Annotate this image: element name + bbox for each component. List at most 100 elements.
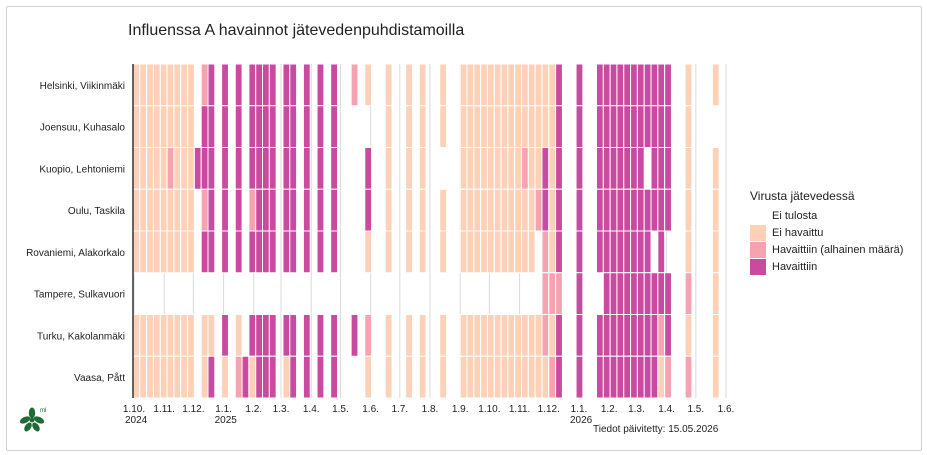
heatmap-cell	[650, 105, 659, 148]
heatmap-cell	[180, 147, 189, 190]
heatmap-cell	[234, 314, 243, 357]
heatmap-cell	[384, 230, 393, 274]
heatmap-cell	[507, 188, 516, 232]
heatmap-cell	[636, 63, 645, 107]
heatmap-cell	[282, 230, 291, 274]
heatmap-cell	[514, 105, 523, 148]
heatmap-cell	[364, 314, 373, 357]
heatmap-cell	[514, 188, 523, 232]
heatmap-cell	[330, 188, 338, 232]
x-tick-label: 1.4.	[303, 404, 320, 415]
heatmap-cell	[316, 147, 325, 190]
heatmap-cell	[609, 188, 618, 232]
x-tick-label: 1.11.	[153, 404, 175, 415]
heatmap-cell	[596, 147, 604, 190]
heatmap-cell	[616, 355, 625, 399]
heatmap-cell	[534, 355, 543, 399]
heatmap-cell	[159, 314, 168, 357]
x-tick-label: 1.5.	[687, 404, 704, 415]
legend-item-not-detected: Ei havaittu	[750, 224, 903, 241]
heatmap-cell	[173, 314, 182, 357]
heatmap-cell	[473, 230, 482, 274]
heatmap-cell	[255, 147, 264, 190]
heatmap-cell	[207, 188, 216, 232]
heatmap-cell	[405, 147, 413, 190]
heatmap-cell	[364, 147, 373, 190]
heatmap-cell	[459, 230, 468, 274]
heatmap-cell	[466, 188, 475, 232]
heatmap-cell	[221, 314, 229, 357]
heatmap-cell	[466, 63, 475, 107]
heatmap-cell	[623, 272, 632, 315]
heatmap-cell	[234, 63, 243, 107]
heatmap-cell	[480, 105, 488, 148]
heatmap-cell	[187, 355, 195, 399]
heatmap-cell	[609, 355, 618, 399]
heatmap-cell	[200, 355, 209, 399]
heatmap-cell	[364, 63, 373, 107]
x-tick-label: 1.2.	[601, 404, 618, 415]
heatmap-cell	[521, 355, 529, 399]
heatmap-cell	[241, 355, 250, 399]
heatmap-cell	[146, 314, 154, 357]
heatmap-cell	[159, 188, 168, 232]
heatmap-cell	[643, 230, 652, 274]
heatmap-cell	[486, 355, 495, 399]
heatmap-cell	[180, 230, 189, 274]
heatmap-cell	[514, 63, 523, 107]
heatmap-cell	[609, 63, 618, 107]
row-label: Oulu, Taskila	[68, 206, 126, 217]
heatmap-cell	[200, 147, 209, 190]
heatmap-cell	[541, 105, 550, 148]
heatmap-cell	[146, 355, 154, 399]
heatmap-cell	[166, 105, 175, 148]
x-tick-label: 1.2.	[245, 404, 262, 415]
heatmap-cell	[630, 314, 638, 357]
heatmap-cell	[418, 63, 427, 107]
heatmap-cell	[643, 105, 652, 148]
heatmap-cell	[316, 63, 325, 107]
heatmap-cell	[596, 314, 604, 357]
heatmap-cell	[221, 188, 229, 232]
heatmap-cell	[221, 63, 229, 107]
heatmap-cell	[132, 188, 141, 232]
heatmap-cell	[602, 63, 611, 107]
heatmap-cell	[575, 147, 584, 190]
heatmap-cell	[514, 230, 523, 274]
heatmap-cell	[534, 105, 543, 148]
heatmap-cell	[534, 63, 543, 107]
legend-swatch	[750, 258, 766, 275]
heatmap-cell	[623, 188, 632, 232]
heatmap-cell	[132, 63, 141, 107]
heatmap-cell	[555, 272, 563, 315]
heatmap-cell	[187, 314, 195, 357]
heatmap-cell	[555, 63, 563, 107]
heatmap-cell	[711, 147, 720, 190]
heatmap-cell	[657, 355, 666, 399]
heatmap-cell	[636, 147, 645, 190]
heatmap-cell	[616, 230, 625, 274]
heatmap-cell	[480, 147, 488, 190]
heatmap-cell	[187, 188, 195, 232]
heatmap-cell	[234, 188, 243, 232]
heatmap-cell	[384, 105, 393, 148]
heatmap-cell	[575, 105, 584, 148]
heatmap-cell	[630, 230, 638, 274]
heatmap-cell	[684, 314, 693, 357]
heatmap-cell	[493, 188, 502, 232]
heatmap-cell	[132, 314, 141, 357]
heatmap-cell	[146, 147, 154, 190]
heatmap-cell	[200, 230, 209, 274]
heatmap-cell	[152, 63, 161, 107]
legend-label: Havaittiin (alhainen määrä)	[772, 243, 904, 256]
heatmap-cell	[405, 230, 413, 274]
heatmap-cell	[200, 188, 209, 232]
heatmap-cell	[180, 314, 189, 357]
heatmap-cell	[548, 63, 557, 107]
heatmap-cell	[262, 355, 270, 399]
legend-title: Virusta jätevedessä	[750, 189, 855, 203]
heatmap-cell	[302, 355, 311, 399]
heatmap-cell	[384, 188, 393, 232]
heatmap-cell	[521, 63, 529, 107]
heatmap-cell	[207, 147, 216, 190]
